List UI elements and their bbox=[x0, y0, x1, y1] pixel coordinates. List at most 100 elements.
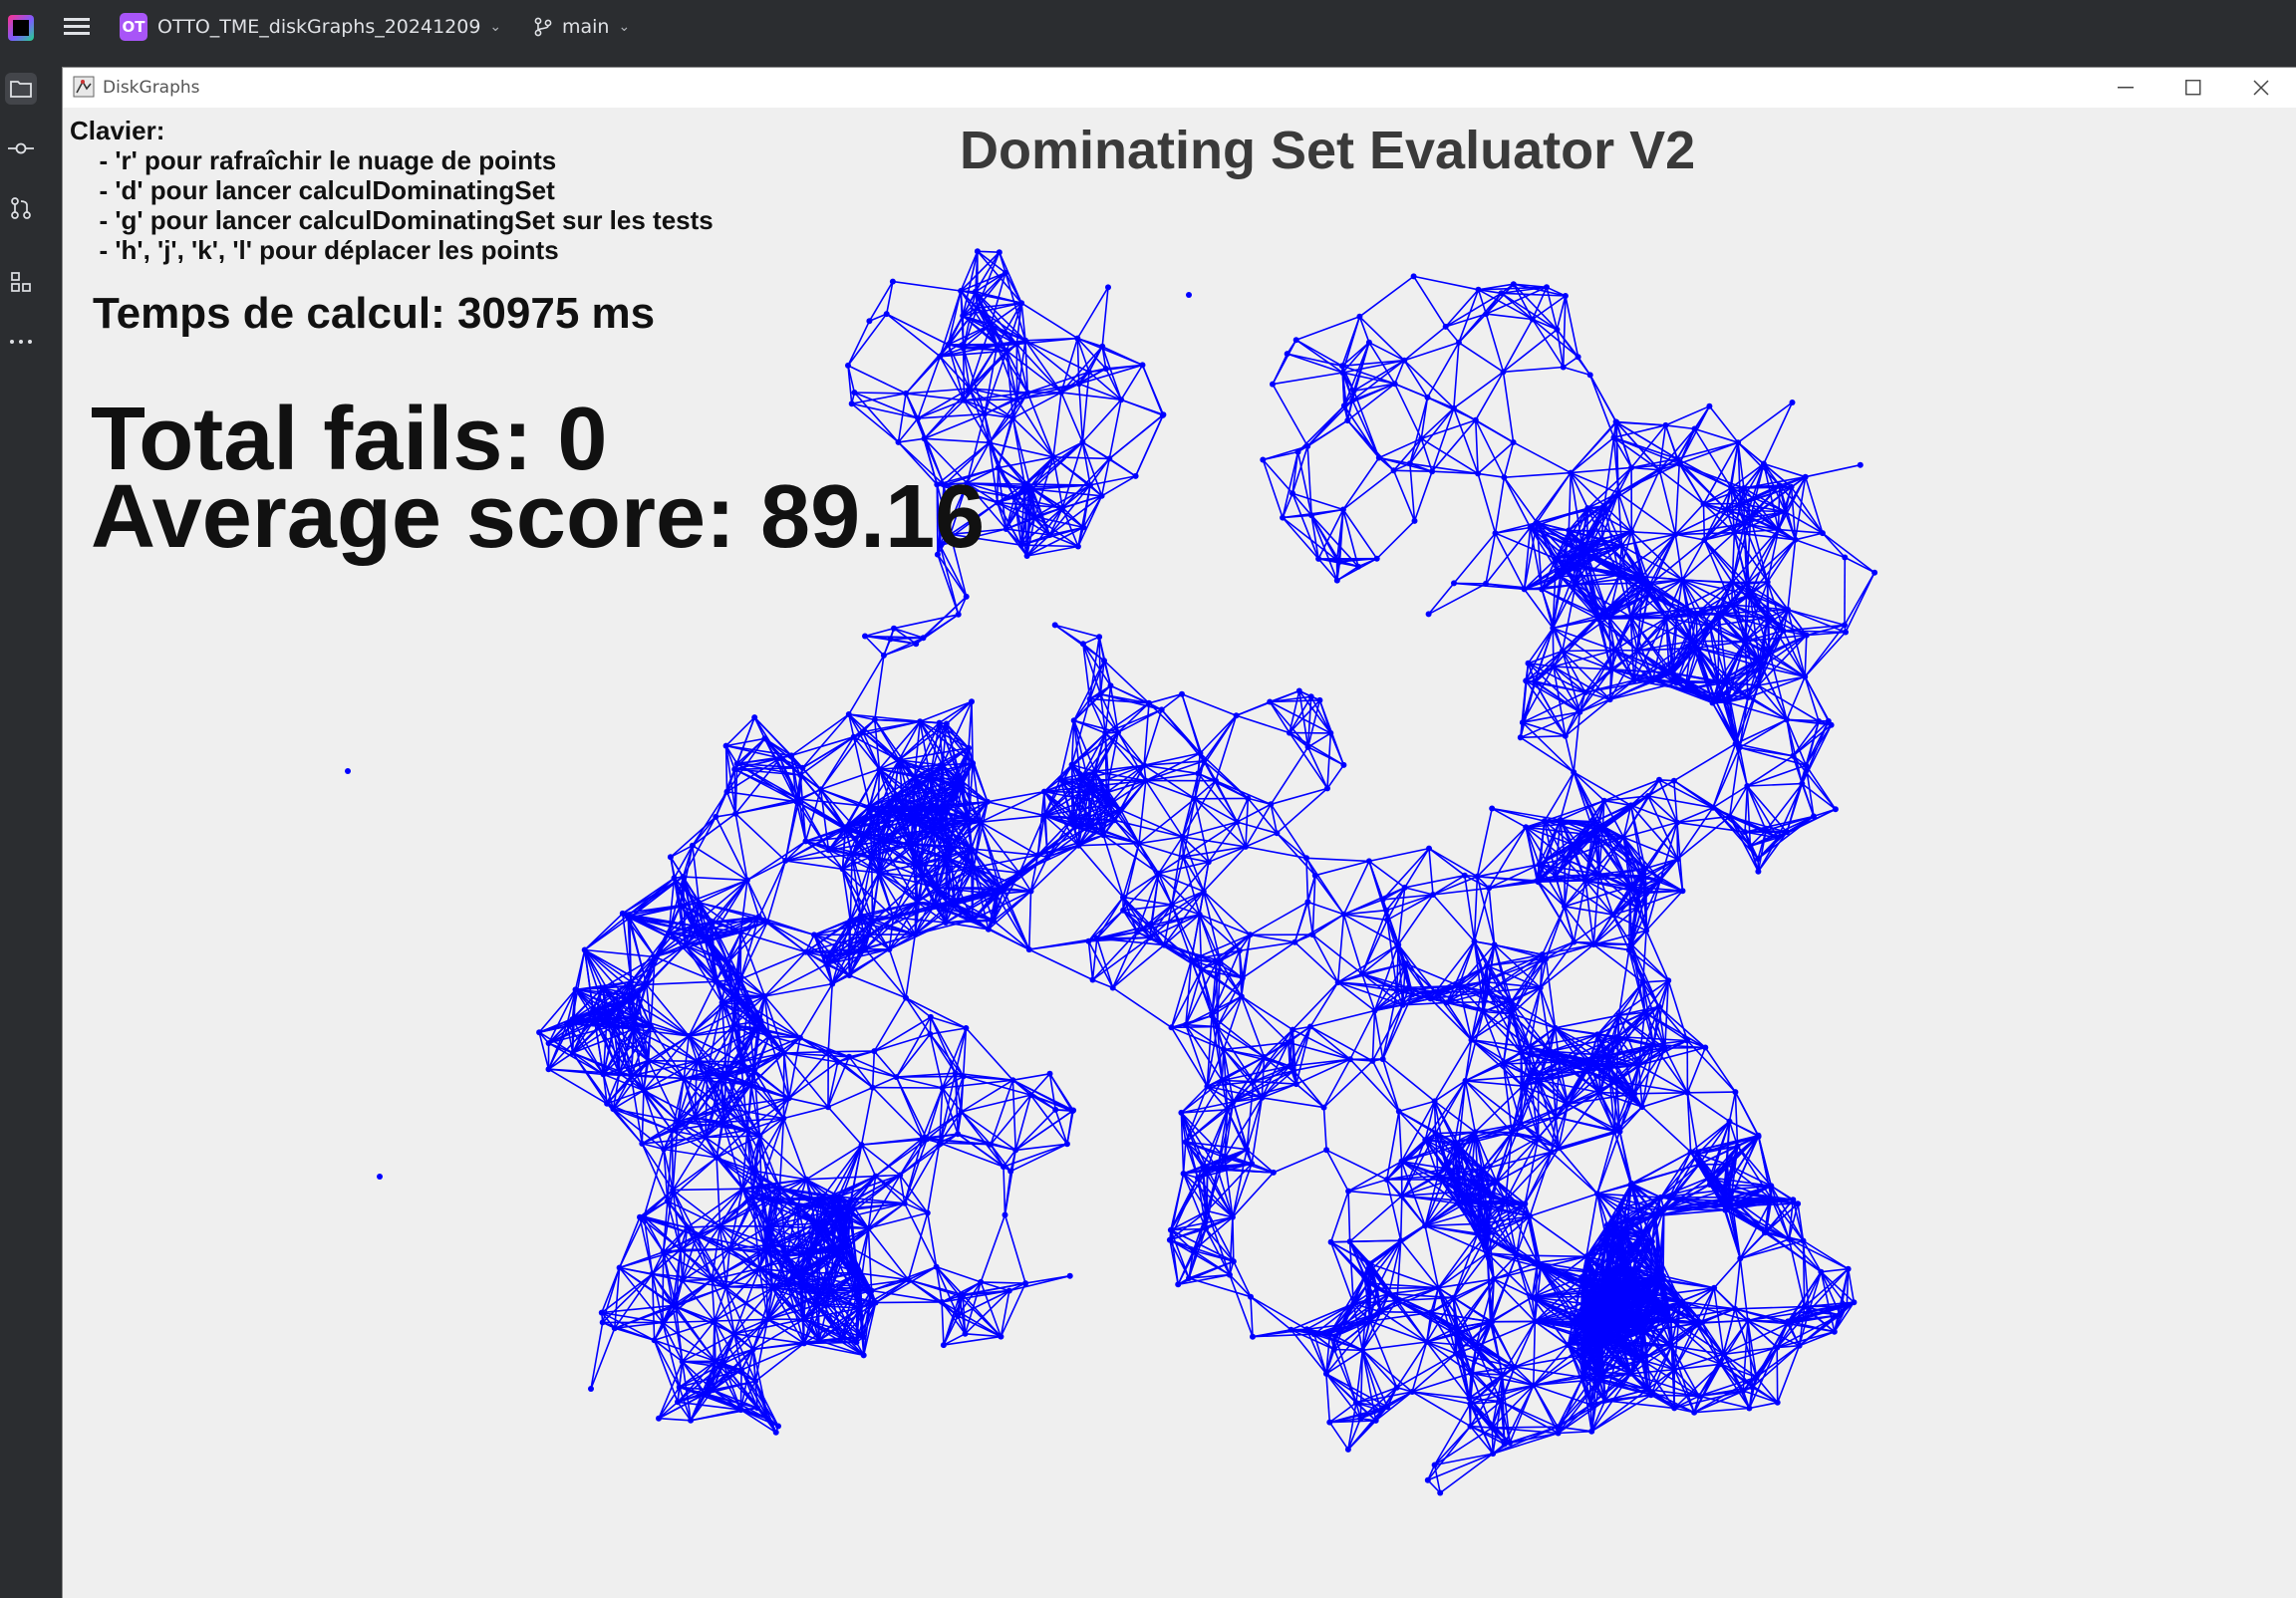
graph-edge bbox=[1788, 610, 1845, 626]
graph-edge bbox=[1432, 471, 1478, 473]
graph-edge bbox=[1476, 420, 1478, 474]
commit-icon[interactable] bbox=[5, 133, 37, 164]
graph-edge bbox=[1375, 1011, 1383, 1060]
graph-edge bbox=[1105, 685, 1110, 733]
graph-edge bbox=[1496, 477, 1505, 533]
graph-edge bbox=[1563, 651, 1614, 652]
graph-edge bbox=[1504, 368, 1564, 373]
graph-edge bbox=[1466, 1081, 1476, 1132]
graph-edge bbox=[1504, 477, 1530, 527]
graph-edge bbox=[1204, 847, 1246, 892]
graph-edge bbox=[998, 468, 999, 503]
graph-edge bbox=[1216, 781, 1271, 805]
graph-edge bbox=[1350, 1011, 1375, 1060]
window-title-bar[interactable]: DiskGraphs bbox=[63, 68, 2296, 108]
graph-edge bbox=[1405, 888, 1433, 895]
graph-edge bbox=[1296, 340, 1343, 373]
graph-edge bbox=[1619, 950, 1629, 1016]
graph-edge bbox=[791, 714, 849, 755]
graph-edge bbox=[1574, 772, 1594, 822]
graph-edge bbox=[1394, 470, 1433, 471]
graph-edge bbox=[1435, 1081, 1466, 1102]
graph-edge bbox=[689, 1003, 721, 1036]
graph-edge bbox=[697, 1061, 740, 1062]
graph-edge bbox=[1294, 942, 1337, 982]
graph-edge bbox=[1027, 393, 1053, 457]
graph-edge bbox=[1292, 982, 1338, 1030]
graph-canvas[interactable]: Clavier: - 'r' pour rafraîchir le nuage … bbox=[63, 108, 2296, 1598]
graph-edge bbox=[1362, 920, 1387, 973]
graph-edge bbox=[887, 314, 941, 357]
graph-edge bbox=[972, 701, 973, 763]
graph-edge bbox=[1288, 354, 1343, 373]
graph-edge bbox=[924, 597, 967, 638]
graph-edge bbox=[828, 984, 832, 1052]
graph-edge bbox=[1327, 733, 1330, 789]
pull-requests-icon[interactable] bbox=[5, 192, 37, 224]
graph-edge bbox=[1486, 533, 1496, 584]
ide-logo-icon[interactable] bbox=[8, 15, 34, 41]
graph-edge bbox=[1682, 540, 1704, 580]
graph-edge bbox=[821, 769, 880, 789]
graph-edge bbox=[988, 792, 1044, 802]
graph-edge bbox=[1466, 1081, 1522, 1124]
graph-edge bbox=[1263, 446, 1307, 460]
graph-edge bbox=[854, 393, 906, 394]
more-tools-icon[interactable] bbox=[5, 326, 37, 358]
graph-edge bbox=[1343, 510, 1377, 559]
graph-edge bbox=[1504, 320, 1533, 373]
close-icon[interactable] bbox=[2227, 68, 2295, 108]
graph-edge bbox=[1079, 844, 1140, 846]
graph-edge bbox=[1704, 504, 1705, 540]
graph-edge bbox=[889, 949, 906, 998]
graph-edge bbox=[1477, 809, 1492, 877]
graph-edge bbox=[1454, 583, 1486, 584]
graph-edge bbox=[1296, 317, 1360, 340]
structure-icon[interactable] bbox=[5, 266, 37, 298]
graph-edge bbox=[899, 724, 947, 760]
graph-edge bbox=[893, 282, 961, 291]
graph-edge bbox=[1504, 473, 1571, 478]
window-title: DiskGraphs bbox=[103, 78, 200, 98]
chevron-down-icon: ⌄ bbox=[618, 19, 630, 35]
graph-edge bbox=[962, 1095, 1031, 1112]
graph-edge bbox=[585, 914, 623, 950]
graph-edge bbox=[1337, 567, 1358, 581]
graph-edge bbox=[1674, 744, 1736, 781]
graph-edge bbox=[1414, 276, 1446, 327]
graph-edge bbox=[647, 981, 716, 984]
graph-edge bbox=[1113, 988, 1172, 1028]
graph-edge bbox=[1307, 902, 1312, 934]
main-menu-icon[interactable] bbox=[64, 15, 90, 37]
graph-edge bbox=[1514, 442, 1572, 473]
graph-edge bbox=[1727, 702, 1787, 720]
graph-edge bbox=[1082, 400, 1121, 442]
graph-edge bbox=[1429, 849, 1433, 895]
project-selector[interactable]: OT OTTO_TME_diskGraphs_20241209 ⌄ bbox=[120, 11, 501, 43]
graph-edge bbox=[906, 934, 915, 998]
graph-edge bbox=[988, 802, 1044, 816]
graph-edge bbox=[873, 1051, 875, 1088]
graph-edge bbox=[899, 438, 925, 442]
minimize-icon[interactable] bbox=[2092, 68, 2159, 108]
maximize-icon[interactable] bbox=[2159, 68, 2227, 108]
project-name: OTTO_TME_diskGraphs_20241209 bbox=[157, 16, 480, 38]
graph-edge bbox=[1047, 835, 1103, 857]
graph-edge bbox=[1359, 276, 1413, 316]
graph-edge bbox=[1478, 442, 1514, 473]
graph-edge bbox=[726, 746, 727, 792]
graph-edge bbox=[1502, 293, 1533, 319]
project-folder-icon[interactable] bbox=[5, 73, 37, 105]
graph-edge bbox=[1845, 558, 1874, 573]
graph-edge bbox=[1312, 934, 1362, 973]
branch-selector[interactable]: main ⌄ bbox=[532, 11, 630, 43]
graph-edge bbox=[754, 717, 764, 738]
graph-edge bbox=[1242, 996, 1292, 1029]
graph-edge bbox=[848, 366, 906, 394]
graph-edge bbox=[850, 855, 852, 921]
graph-edge bbox=[1521, 736, 1566, 738]
ide-tool-sidebar bbox=[0, 55, 42, 1597]
graph-edge bbox=[1029, 892, 1031, 950]
graph-edge bbox=[854, 393, 898, 442]
graph-edge bbox=[1475, 941, 1543, 954]
